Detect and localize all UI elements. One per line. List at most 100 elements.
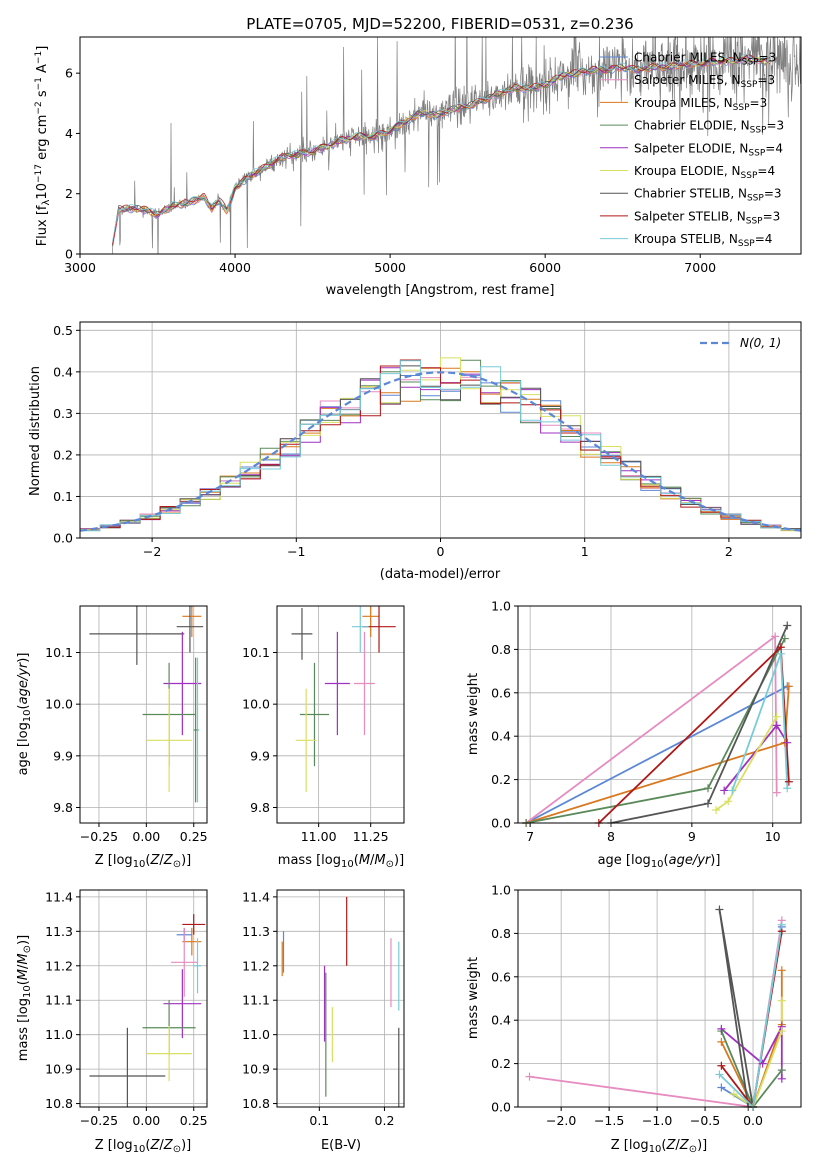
age_vs_Z-ytick-label: 10.1 xyxy=(45,645,73,660)
mass_vs_ebv-panel: 0.1 0.2 10.8 10.9 11.0 11.1 11.2 11.3 11.4 xyxy=(242,889,405,1128)
spectrum-panel: 3000 4000 5000 6000 7000 0 2 4 6 Chabrier MILES, … xyxy=(64,36,802,275)
age_vs_Z-frame xyxy=(79,605,208,824)
legend-label-chabrier_elodie: Chabrier ELODIE, NSSP=3 xyxy=(634,119,784,136)
age_vs_Z-ytick-label: 10.0 xyxy=(45,697,73,712)
residuals-frame xyxy=(79,321,802,539)
legend-label-chabrier_miles: Chabrier MILES, NSSP=3 xyxy=(634,51,776,68)
weight_vs_Z-ytick-label: 0.0 xyxy=(491,1100,511,1115)
weight_vs_Z-xtick-label: −2.0 xyxy=(546,1113,576,1128)
weight_vs_age-ytick-label: 0.0 xyxy=(491,816,511,831)
mass_vs_Z-ytick-label: 10.8 xyxy=(45,1096,73,1111)
weight_vs_Z-xtick-label: −1.0 xyxy=(642,1113,672,1128)
weight-marker-chabrier_stelib xyxy=(783,621,792,630)
age_vs_Z-ytick-label: 9.9 xyxy=(53,748,73,763)
mass_vs_Z-ytick-label: 10.9 xyxy=(45,1062,73,1077)
mass_vs_Z-ytick-label: 11.0 xyxy=(45,1027,73,1042)
spectrum-plot-area xyxy=(111,37,801,254)
mass_vs_Z-frame xyxy=(79,889,208,1108)
weight-line-kroupa_stelib xyxy=(718,924,783,1107)
spectrum-title: PLATE=0705, MJD=52200, FIBERID=0531, z=0… xyxy=(246,15,633,33)
weight_vs_Z-ytick-label: 0.8 xyxy=(491,926,511,941)
weight-marker-kroupa_elodie xyxy=(772,712,781,721)
weight-marker-chabrier_elodie xyxy=(704,784,713,793)
weight_vs_age-xtick-label: 7 xyxy=(526,829,534,844)
weight-marker-salpeter_elodie xyxy=(777,1074,786,1083)
spectrum-xtick-label: 6000 xyxy=(529,260,561,275)
age_vs_Z-panel: −0.25 0.00 0.25 9.8 9.9 10.0 10.1 xyxy=(45,605,208,844)
weight-Z-ylabel: mass weight xyxy=(466,957,481,1039)
residuals-xtick-label: 2 xyxy=(725,544,733,559)
weight_vs_age-ytick-label: 0.2 xyxy=(491,772,511,787)
mass_vs_Z-xtick-label: −0.25 xyxy=(80,1113,118,1128)
weight-marker-kroupa_elodie xyxy=(777,1027,786,1036)
weight-line-chabrier_miles xyxy=(525,685,788,823)
residuals-ytick-label: 0.0 xyxy=(53,531,73,546)
age_vs_mass-xtick-label: 11.25 xyxy=(353,829,389,844)
legend-label-salpeter_elodie: Salpeter ELODIE, NSSP=4 xyxy=(634,141,783,158)
weight_vs_Z-xtick-label: 0.0 xyxy=(743,1113,763,1128)
residuals-ytick-label: 0.1 xyxy=(53,489,73,504)
weight-marker-salpeter_elodie xyxy=(783,738,792,747)
mass_vs_Z-plot-area xyxy=(89,914,206,1107)
residuals-ytick-label: 0.4 xyxy=(53,364,73,379)
weight-marker-kroupa_stelib xyxy=(777,920,786,929)
mass_vs_Z-ytick-label: 11.4 xyxy=(45,889,73,904)
legend-label-normal: N(0, 1) xyxy=(740,336,781,350)
weight-marker-salpeter_miles xyxy=(525,1072,534,1081)
weight-marker-salpeter_miles xyxy=(771,632,780,641)
residuals-xtick-label: −1 xyxy=(287,544,305,559)
weight-marker-kroupa_miles xyxy=(784,682,793,691)
age_vs_mass-panel: 11.00 11.25 9.8 9.9 10.0 10.1 xyxy=(242,605,405,844)
weight-marker-chabrier_elodie xyxy=(780,634,789,643)
weight_vs_Z-ytick-label: 0.4 xyxy=(491,1013,511,1028)
mass_vs_ebv-ytick-label: 11.4 xyxy=(242,889,270,904)
age_vs_mass-ytick-label: 10.0 xyxy=(242,697,270,712)
age-mass-xlabel: mass [log10(M/M⊙)] xyxy=(278,853,404,870)
mass_vs_ebv-ytick-label: 10.8 xyxy=(242,1096,270,1111)
normal-distribution-curve xyxy=(80,371,801,532)
weight_vs_Z-frame xyxy=(517,889,802,1108)
spectrum-xtick-label: 3000 xyxy=(64,260,96,275)
mass_vs_Z-ytick-label: 11.3 xyxy=(45,924,73,939)
age_vs_Z-xtick-label: 0.00 xyxy=(132,829,160,844)
weight_vs_age-frame xyxy=(517,605,802,824)
weight-marker-kroupa_miles xyxy=(777,966,786,975)
weight_vs_Z-panel: −2.0 −1.5 −1.0 −0.5 0.0 0.0 0.2 0.4 0.6 0.8 1.0 xyxy=(491,883,802,1128)
weight-marker-kroupa_elodie xyxy=(724,797,733,806)
mass_vs_ebv-ytick-label: 11.1 xyxy=(242,993,270,1008)
spectrum-ytick-label: 4 xyxy=(65,126,73,141)
mass_vs_ebv-ytick-label: 11.2 xyxy=(242,958,270,973)
mass_vs_ebv-ytick-label: 10.9 xyxy=(242,1062,270,1077)
spectrum-xtick-label: 7000 xyxy=(684,260,716,275)
weight-age-xlabel: age [log10(age/yr)] xyxy=(598,853,721,870)
weight-Z-xlabel: Z [log10(Z/Z⊙)] xyxy=(611,1138,708,1155)
weight_vs_age-ytick-label: 0.4 xyxy=(491,729,511,744)
residuals-ytick-label: 0.5 xyxy=(53,323,73,338)
weight-marker-kroupa_stelib xyxy=(783,784,792,793)
residual-histogram-kroupa_stelib xyxy=(80,360,801,532)
legend-label-salpeter_stelib: Salpeter STELIB, NSSP=3 xyxy=(634,209,780,226)
spectrum-ylabel: Flux [fλ10−17 erg cm−2 s−1 A−1] xyxy=(34,46,52,247)
age_vs_mass-frame xyxy=(276,605,405,824)
residuals-ytick-label: 0.2 xyxy=(53,447,73,462)
model-spectrum-chabrier_stelib xyxy=(112,54,771,246)
weight_vs_age-panel: 7 8 9 10 0.0 0.2 0.4 0.6 0.8 1.0 xyxy=(491,599,802,844)
weight-marker-chabrier_stelib xyxy=(715,905,724,914)
weight-marker-kroupa_elodie xyxy=(712,805,721,814)
weight-marker-salpeter_elodie xyxy=(717,1024,726,1033)
weight_vs_age-xtick-label: 9 xyxy=(688,829,696,844)
age_vs_Z-ytick-label: 9.8 xyxy=(53,800,73,815)
age_vs_Z-xtick-label: −0.25 xyxy=(80,829,118,844)
age-Z-ylabel: age [log10(age/yr)] xyxy=(16,653,33,776)
age_vs_mass-ytick-label: 9.8 xyxy=(250,800,270,815)
weight-marker-salpeter_stelib xyxy=(717,1061,726,1070)
mass_vs_ebv-ytick-label: 11.3 xyxy=(242,924,270,939)
mass_vs_ebv-xtick-label: 0.1 xyxy=(309,1113,329,1128)
spectrum-xtick-label: 5000 xyxy=(374,260,406,275)
age-Z-xlabel: Z [log10(Z/Z⊙)] xyxy=(95,853,192,870)
model-spectrum-salpeter_stelib xyxy=(112,54,770,245)
weight-line-chabrier_elodie xyxy=(720,1030,783,1107)
mass_vs_Z-xtick-label: 0.00 xyxy=(132,1113,160,1128)
residuals-xtick-label: 1 xyxy=(581,544,589,559)
mass_vs_ebv-plot-area xyxy=(281,896,400,1107)
